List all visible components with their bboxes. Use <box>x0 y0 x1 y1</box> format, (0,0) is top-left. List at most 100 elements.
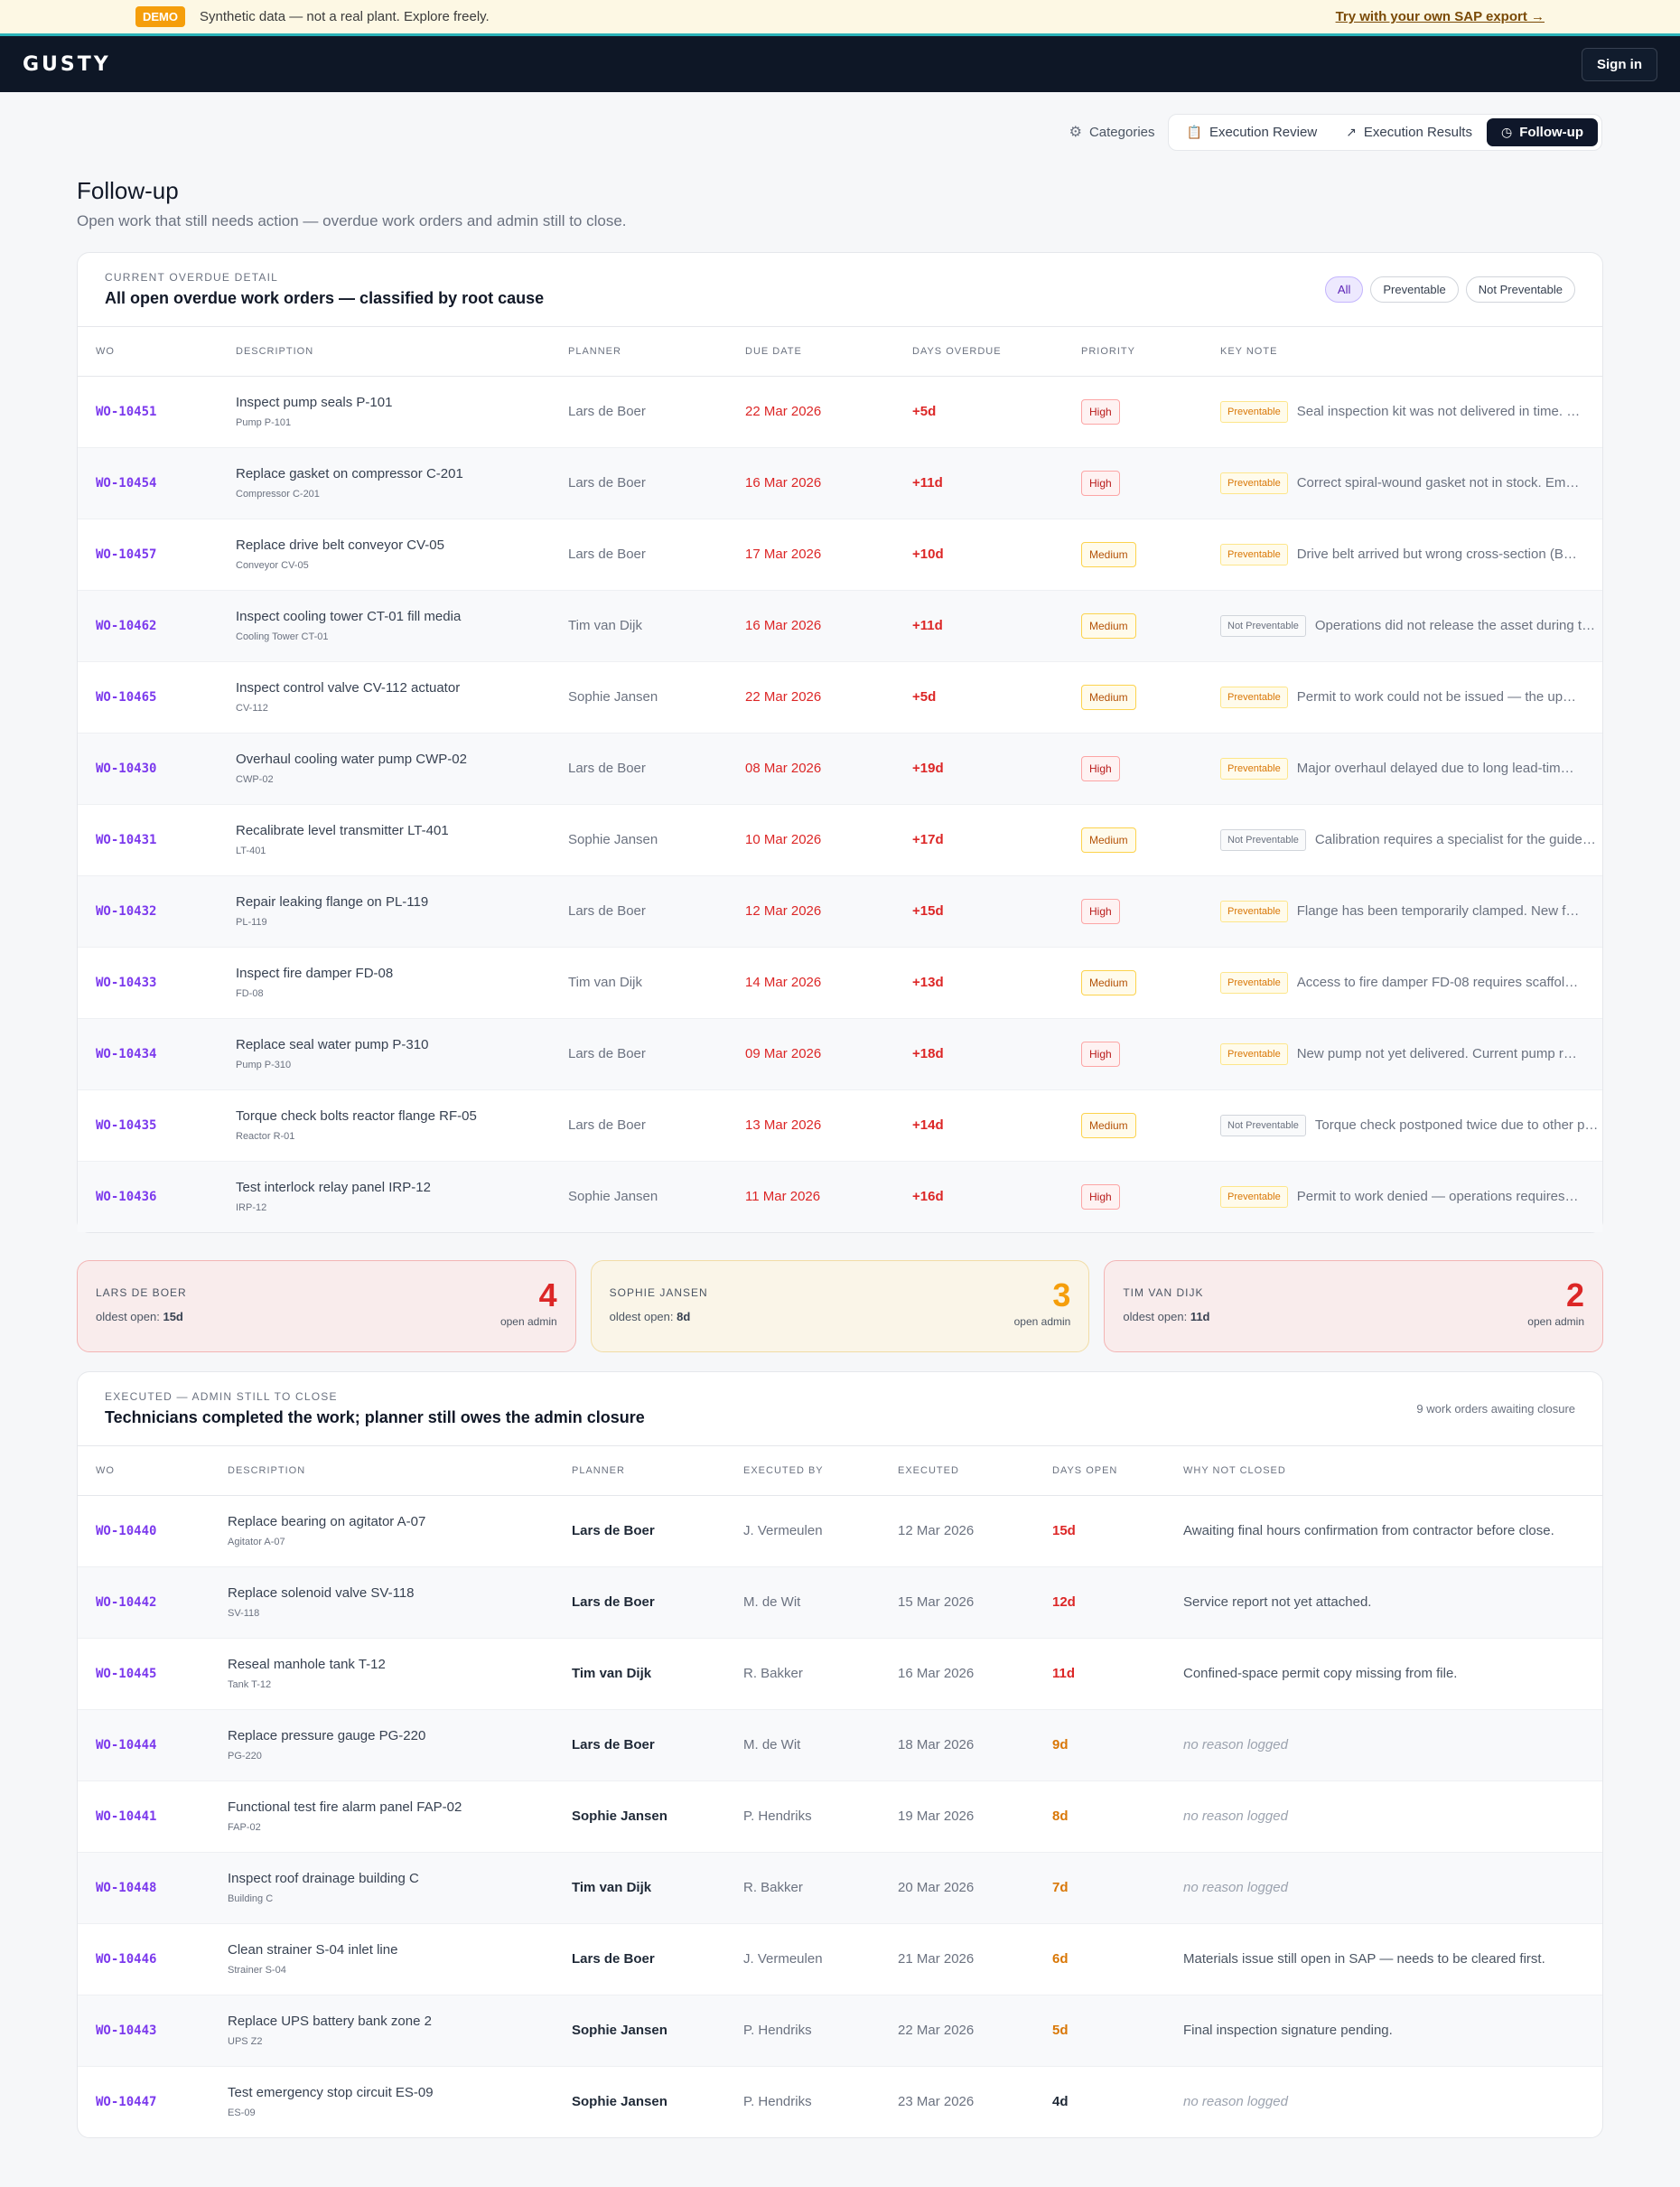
sign-in-button[interactable]: Sign in <box>1582 47 1657 81</box>
col-description[interactable]: DESCRIPTION <box>218 327 550 377</box>
table-row[interactable]: WO-10444 Replace pressure gauge PG-220 PG-… <box>78 1709 1602 1781</box>
planner-admin-card[interactable]: TIM VAN DIJK oldest open: 11d 2 open admin <box>1104 1260 1604 1352</box>
wo-number-link[interactable]: WO-10462 <box>96 619 157 633</box>
wo-number-link[interactable]: WO-10444 <box>96 1738 157 1752</box>
wo-number-link[interactable]: WO-10430 <box>96 762 157 776</box>
wo-number-link[interactable]: WO-10447 <box>96 2095 157 2110</box>
planner-name: LARS DE BOER <box>96 1286 187 1299</box>
wo-cell: WO-10441 <box>78 1780 210 1853</box>
col-days-open[interactable]: DAYS OPEN <box>1034 1446 1165 1496</box>
planner-cell: Sophie Jansen <box>572 2094 667 2110</box>
filter-not-preventable[interactable]: Not Preventable <box>1465 276 1575 303</box>
col-wo[interactable]: WO <box>78 1446 210 1496</box>
priority-cell: Medium <box>1063 947 1202 1019</box>
table-row[interactable]: WO-10445 Reseal manhole tank T-12 Tank T-1… <box>78 1638 1602 1710</box>
page-subtitle: Open work that still needs action — over… <box>77 212 627 229</box>
overdue-card: CURRENT OVERDUE DETAIL All open overdue … <box>77 252 1603 1233</box>
days-open-cell: 9d <box>1034 1709 1165 1781</box>
table-row[interactable]: WO-10446 Clean strainer S-04 inlet line St… <box>78 1923 1602 1995</box>
wo-number-link[interactable]: WO-10445 <box>96 1667 157 1681</box>
wo-number-link[interactable]: WO-10465 <box>96 690 157 705</box>
col-priority[interactable]: PRIORITY <box>1063 327 1202 377</box>
table-row[interactable]: WO-10462 Inspect cooling tower CT-01 fill… <box>78 590 1602 662</box>
priority-badge: High <box>1081 398 1120 425</box>
wo-cell: WO-10436 <box>78 1161 218 1232</box>
due-date-cell: 10 Mar 2026 <box>727 804 894 876</box>
table-row[interactable]: WO-10447 Test emergency stop circuit ES-0… <box>78 2066 1602 2137</box>
wo-number-link[interactable]: WO-10446 <box>96 1952 157 1967</box>
wo-number-link[interactable]: WO-10443 <box>96 2023 157 2038</box>
description-cell: Inspect roof drainage building C Building… <box>210 1852 554 1924</box>
planner-admin-card[interactable]: SOPHIE JANSEN oldest open: 8d 3 open admin <box>590 1260 1090 1352</box>
priority-cell: High <box>1063 733 1202 805</box>
tab-followup[interactable]: ◷ Follow-up <box>1486 117 1598 146</box>
col-executed[interactable]: EXECUTED <box>880 1446 1034 1496</box>
table-row[interactable]: WO-10440 Replace bearing on agitator A-07… <box>78 1495 1602 1567</box>
col-executed-by[interactable]: EXECUTED BY <box>725 1446 880 1496</box>
planner-admin-card[interactable]: LARS DE BOER oldest open: 15d 4 open admin <box>77 1260 576 1352</box>
wo-number-link[interactable]: WO-10451 <box>96 405 157 419</box>
col-days-overdue[interactable]: DAYS OVERDUE <box>894 327 1063 377</box>
table-row[interactable]: WO-10451 Inspect pump seals P-101 Pump P-1… <box>78 376 1602 448</box>
wo-number-link[interactable]: WO-10435 <box>96 1118 157 1133</box>
asset-label: PG-220 <box>228 1751 262 1762</box>
gusty-logo[interactable]: GUSTY <box>23 52 111 76</box>
page-title: Follow-up <box>77 177 179 204</box>
table-row[interactable]: WO-10443 Replace UPS battery bank zone 2 U… <box>78 1995 1602 2067</box>
col-planner[interactable]: PLANNER <box>554 1446 725 1496</box>
table-row[interactable]: WO-10432 Repair leaking flange on PL-119 P… <box>78 875 1602 948</box>
wo-number-link[interactable]: WO-10436 <box>96 1190 157 1205</box>
open-admin-label: open admin <box>1527 1315 1585 1328</box>
days-open-cell: 5d <box>1034 1995 1165 2067</box>
table-row[interactable]: WO-10457 Replace drive belt conveyor CV-0… <box>78 519 1602 591</box>
table-row[interactable]: WO-10448 Inspect roof drainage building C… <box>78 1852 1602 1924</box>
table-row[interactable]: WO-10436 Test interlock relay panel IRP-1… <box>78 1161 1602 1232</box>
table-row[interactable]: WO-10442 Replace solenoid valve SV-118 SV-… <box>78 1566 1602 1639</box>
table-row[interactable]: WO-10465 Inspect control valve CV-112 act… <box>78 661 1602 734</box>
table-row[interactable]: WO-10430 Overhaul cooling water pump CWP-… <box>78 733 1602 805</box>
wo-number-link[interactable]: WO-10431 <box>96 833 157 847</box>
overdue-title: All open overdue work orders — classifie… <box>105 289 545 307</box>
description-cell: Test emergency stop circuit ES-09 ES-09 <box>210 2066 554 2137</box>
wo-number-link[interactable]: WO-10432 <box>96 904 157 919</box>
try-sap-export-link[interactable]: Try with your own SAP export → <box>1335 9 1545 24</box>
table-row[interactable]: WO-10433 Inspect fire damper FD-08 FD-08 Ti… <box>78 947 1602 1019</box>
description-text: Repair leaking flange on PL-119 <box>236 894 429 910</box>
table-row[interactable]: WO-10434 Replace seal water pump P-310 Pum… <box>78 1018 1602 1090</box>
wo-number-link[interactable]: WO-10433 <box>96 976 157 990</box>
tab-execution-review[interactable]: 📋 Execution Review <box>1172 118 1332 146</box>
description-cell: Replace pressure gauge PG-220 PG-220 <box>210 1709 554 1781</box>
wo-number-link[interactable]: WO-10454 <box>96 476 157 491</box>
col-wo[interactable]: WO <box>78 327 218 377</box>
planner-name: TIM VAN DIJK <box>1123 1286 1204 1299</box>
planner-cell: Lars de Boer <box>550 447 727 519</box>
description-cell: Functional test fire alarm panel FAP-02 F… <box>210 1780 554 1853</box>
planner-cell: Lars de Boer <box>550 376 727 448</box>
col-due-date[interactable]: DUE DATE <box>727 327 894 377</box>
tab-execution-results[interactable]: ↗ Execution Results <box>1331 118 1487 146</box>
wo-number-link[interactable]: WO-10448 <box>96 1881 157 1895</box>
awaiting-closure-count: 9 work orders awaiting closure <box>1416 1402 1575 1416</box>
wo-number-link[interactable]: WO-10440 <box>96 1524 157 1538</box>
priority-badge: High <box>1081 470 1120 496</box>
why-not-closed-cell: no reason logged <box>1165 1852 1602 1924</box>
table-row[interactable]: WO-10454 Replace gasket on compressor C-2… <box>78 447 1602 519</box>
col-why-not-closed[interactable]: WHY NOT CLOSED <box>1165 1446 1602 1496</box>
table-row[interactable]: WO-10435 Torque check bolts reactor flang… <box>78 1089 1602 1162</box>
filter-preventable[interactable]: Preventable <box>1370 276 1459 303</box>
wo-number-link[interactable]: WO-10441 <box>96 1809 157 1824</box>
wo-number-link[interactable]: WO-10457 <box>96 547 157 562</box>
asset-label: LT-401 <box>236 846 266 856</box>
table-row[interactable]: WO-10441 Functional test fire alarm panel… <box>78 1780 1602 1853</box>
table-row[interactable]: WO-10431 Recalibrate level transmitter LT… <box>78 804 1602 876</box>
tab-categories[interactable]: ⚙ Categories <box>1069 123 1155 141</box>
wo-number-link[interactable]: WO-10442 <box>96 1595 157 1610</box>
wo-number-link[interactable]: WO-10434 <box>96 1047 157 1061</box>
col-key-note[interactable]: KEY NOTE <box>1202 327 1602 377</box>
col-description[interactable]: DESCRIPTION <box>210 1446 554 1496</box>
description-cell: Reseal manhole tank T-12 Tank T-12 <box>210 1638 554 1710</box>
asset-label: SV-118 <box>228 1608 260 1619</box>
filter-all[interactable]: All <box>1324 276 1364 303</box>
planner-cell: Tim van Dijk <box>550 590 727 662</box>
col-planner[interactable]: PLANNER <box>550 327 727 377</box>
